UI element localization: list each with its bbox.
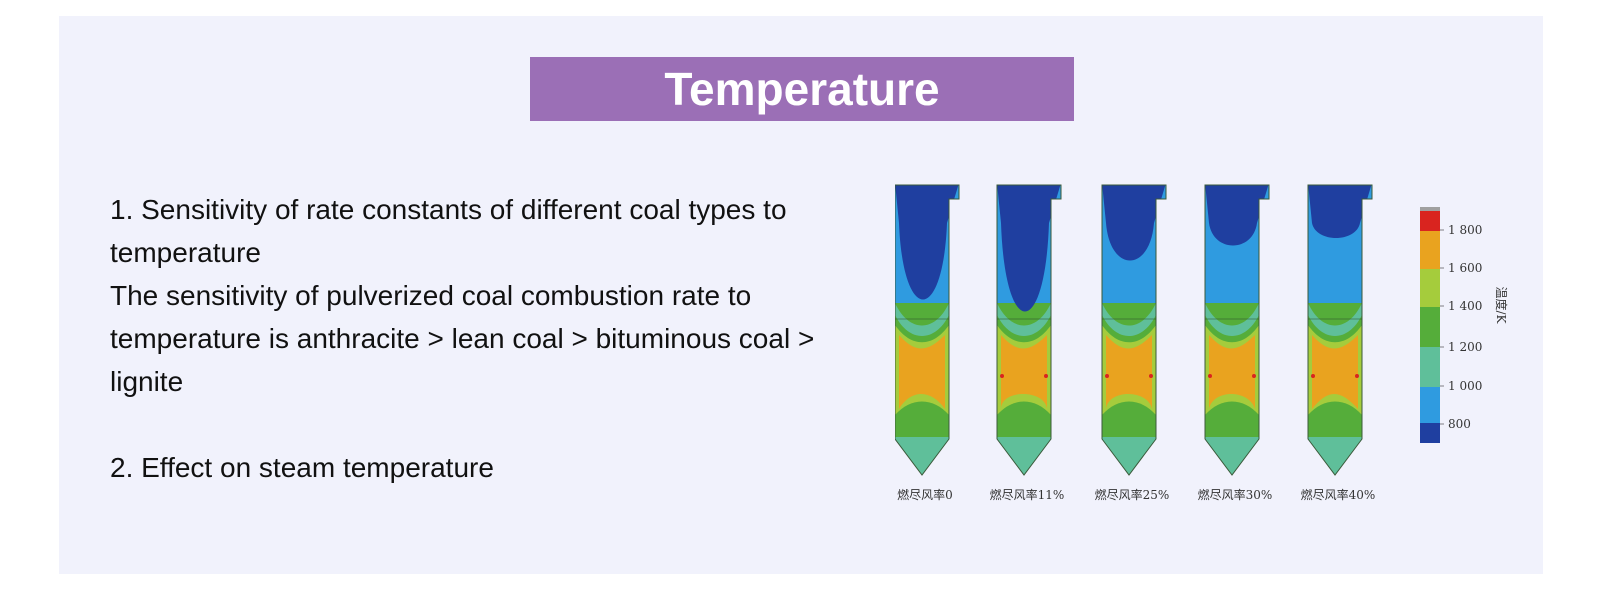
furnace-1: 燃尽风率0: [894, 184, 960, 502]
scale-tick-label: 1 000: [1448, 379, 1482, 393]
scale-band-5: [1420, 307, 1440, 347]
page-title: Temperature: [664, 63, 940, 115]
scale-tick-label: 1 800: [1448, 223, 1482, 237]
temperature-field-figure: 燃尽风率0 燃尽风率11% 燃尽风率25% 燃尽风率30% 燃尽风率40% 1 800 1…: [894, 183, 1515, 523]
furnace-2: 燃尽风率11%: [990, 184, 1065, 502]
furnace-label-2: 燃尽风率11%: [990, 487, 1065, 502]
furnace-label-4: 燃尽风率30%: [1198, 487, 1273, 502]
furnace-label-5: 燃尽风率40%: [1301, 487, 1376, 502]
point-1-detail: The sensitivity of pulverized coal combu…: [110, 280, 815, 397]
scale-band-3: [1420, 231, 1440, 269]
scale-band-4: [1420, 269, 1440, 307]
scale-band-7: [1420, 387, 1440, 423]
furnace-4: 燃尽风率30%: [1198, 184, 1273, 502]
scale-band-6: [1420, 347, 1440, 387]
scale-tick-label: 1 600: [1448, 261, 1482, 275]
point-1-heading: 1. Sensitivity of rate constants of diff…: [110, 194, 787, 268]
scale-band-1: [1420, 207, 1440, 211]
color-scale: 1 800 1 600 1 400 1 200 1 000 800 温度/K: [1420, 207, 1509, 443]
point-2-heading: 2. Effect on steam temperature: [110, 452, 494, 483]
scale-title: 温度/K: [1494, 286, 1509, 324]
furnace-label-1: 燃尽风率0: [897, 487, 953, 502]
scale-tick-label: 800: [1448, 417, 1471, 431]
body-text: 1. Sensitivity of rate constants of diff…: [110, 188, 880, 489]
scale-tick-label: 1 200: [1448, 340, 1482, 354]
scale-tick-label: 1 400: [1448, 299, 1482, 313]
furnace-label-3: 燃尽风率25%: [1095, 487, 1170, 502]
scale-band-2: [1420, 211, 1440, 231]
furnace-3: 燃尽风率25%: [1095, 184, 1170, 502]
title-banner: Temperature: [530, 57, 1074, 121]
furnace-contours: 燃尽风率0 燃尽风率11% 燃尽风率25% 燃尽风率30% 燃尽风率40% 1 8001…: [894, 184, 1509, 502]
scale-band-8: [1420, 423, 1440, 443]
furnace-5: 燃尽风率40%: [1301, 184, 1376, 502]
